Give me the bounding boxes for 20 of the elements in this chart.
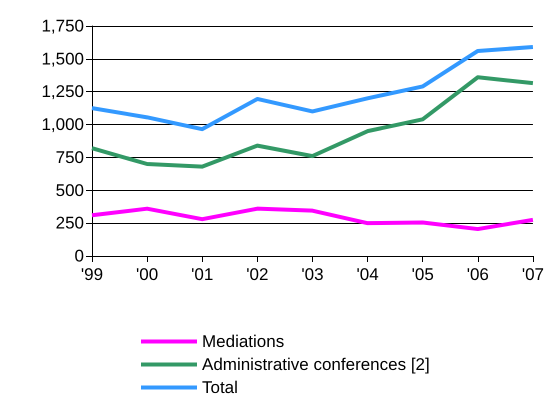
x-tick-label: '06 [466, 265, 489, 284]
y-tick-label: 1,500 [41, 49, 84, 68]
y-tick-label: 500 [56, 180, 84, 200]
x-tick-label: '07 [522, 265, 544, 284]
y-tick-label: 1,750 [41, 16, 84, 36]
legend-label: Total [202, 378, 238, 397]
x-tick-label: '01 [191, 265, 214, 284]
y-tick-label: 1,250 [41, 82, 84, 102]
y-tick-label: 0 [74, 246, 84, 266]
x-tick-label: '04 [356, 265, 379, 284]
legend-label: Administrative conferences [2] [202, 355, 430, 374]
x-tick-label: '02 [246, 265, 268, 284]
x-tick-label: '00 [136, 265, 158, 284]
y-tick-label: 750 [56, 148, 84, 167]
legend-label: Mediations [202, 332, 284, 351]
x-tick-label: '03 [301, 265, 324, 284]
x-tick-label: '05 [412, 265, 434, 284]
y-tick-label: 1,000 [41, 115, 84, 134]
x-tick-label: '99 [80, 265, 104, 284]
y-tick-label: 250 [56, 214, 84, 233]
